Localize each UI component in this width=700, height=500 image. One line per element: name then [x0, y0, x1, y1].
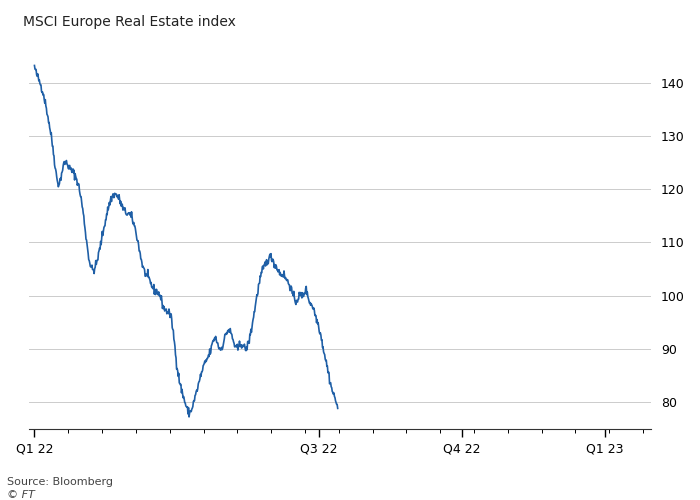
Text: Source: Bloomberg: Source: Bloomberg — [7, 477, 113, 487]
Text: MSCI Europe Real Estate index: MSCI Europe Real Estate index — [23, 15, 236, 29]
Text: © FT: © FT — [7, 490, 35, 500]
